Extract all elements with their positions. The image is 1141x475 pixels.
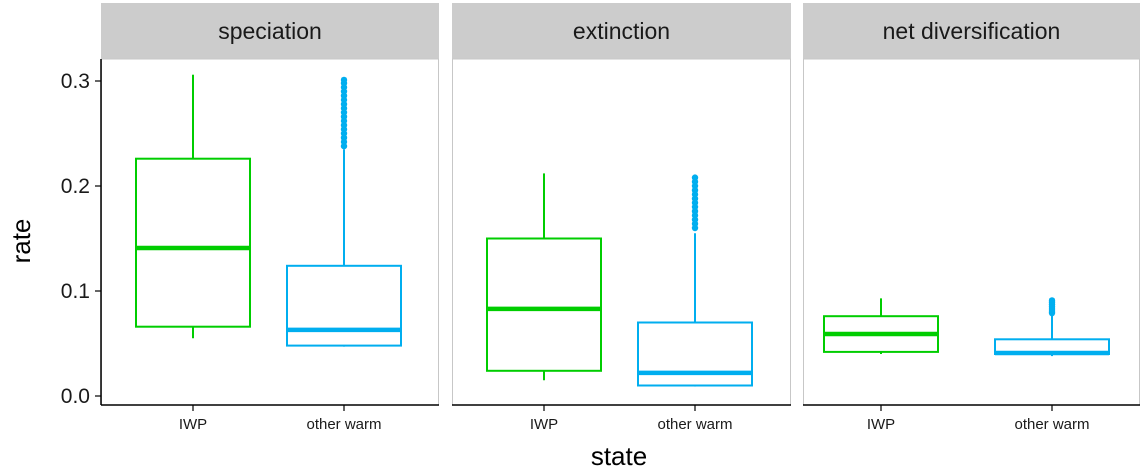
- y-tick-label: 0.2: [61, 175, 90, 198]
- facet-panels: speciation IWP other warm extinction IWP othe…: [101, 3, 1140, 433]
- outlier-point: [1048, 297, 1056, 304]
- box-iqr: [486, 237, 602, 372]
- outlier-point: [691, 174, 699, 181]
- facet-panel: net diversification IWP other warm: [803, 3, 1140, 433]
- x-tick-label: other warm: [657, 416, 732, 433]
- facet-strip: [803, 3, 1140, 59]
- facet-strip-label: net diversification: [883, 18, 1061, 44]
- box-iqr: [286, 264, 402, 347]
- box-other-warm: [286, 76, 402, 347]
- box-iqr: [637, 321, 753, 387]
- x-axis-title: state: [591, 441, 647, 471]
- x-tick-label: IWP: [179, 416, 207, 433]
- box-other-warm: [994, 297, 1110, 357]
- facet-panel: extinction IWP other warm: [452, 3, 791, 433]
- facet-panel: speciation IWP other warm: [101, 3, 439, 433]
- x-tick-label: other warm: [1014, 416, 1089, 433]
- facet-strip: [101, 3, 439, 59]
- facet-strip-label: speciation: [218, 18, 322, 44]
- x-tick-label: other warm: [306, 416, 381, 433]
- box-other-warm: [637, 174, 753, 387]
- box-iwp: [823, 298, 939, 354]
- x-tick-label: IWP: [867, 416, 895, 433]
- x-tick-label: IWP: [530, 416, 558, 433]
- facet-strip: [452, 3, 791, 59]
- outlier-point: [340, 76, 348, 84]
- y-tick-label: 0.0: [61, 385, 90, 408]
- box-iwp: [135, 74, 251, 339]
- y-tick-label: 0.3: [61, 70, 90, 93]
- box-iqr: [135, 157, 251, 328]
- y-axis: 0.0 0.1 0.2 0.3: [61, 59, 102, 408]
- box-iwp: [486, 173, 602, 381]
- facet-strip-label: extinction: [573, 18, 670, 44]
- y-axis-title: rate: [6, 219, 36, 264]
- y-tick-label: 0.1: [61, 280, 90, 303]
